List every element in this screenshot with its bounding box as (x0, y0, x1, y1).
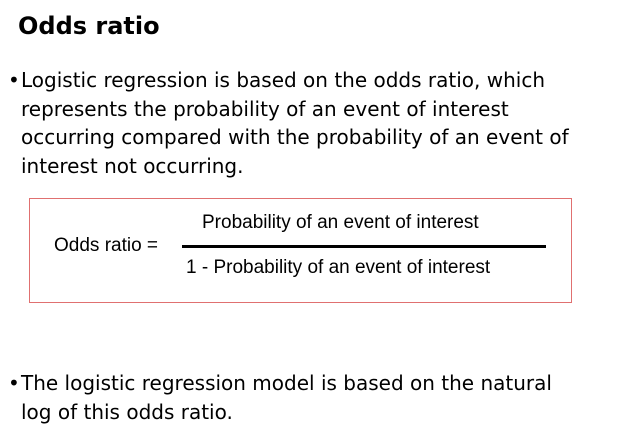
formula-box: Odds ratio = Probability of an event of … (29, 198, 572, 303)
bullet-line: The logistic regression model is based o… (21, 371, 552, 395)
formula-numerator: Probability of an event of interest (202, 212, 479, 233)
formula-lhs: Odds ratio = (54, 235, 159, 256)
bullet-point: • The logistic regression model is based… (8, 369, 618, 429)
formula-denominator: 1 - Probability of an event of interest (186, 257, 491, 278)
bullet-marker: • (8, 68, 20, 92)
bullet-line: represents the probability of an event o… (21, 96, 509, 121)
fraction-bar (182, 245, 546, 248)
bullet-line: interest not occurring. (21, 153, 244, 178)
bullet-line: Logistic regression is based on the odds… (21, 68, 545, 92)
bullet-point: • Logistic regression is based on the od… (8, 66, 618, 186)
bullet-text: The logistic regression model is based o… (21, 369, 552, 426)
bullet-text: Logistic regression is based on the odds… (21, 66, 569, 180)
bullet-line: occurring compared with the probability … (21, 125, 569, 149)
bullet-marker: • (8, 371, 20, 395)
bullet-line: log of this odds ratio. (21, 399, 233, 424)
slide-title: Odds ratio (18, 12, 160, 40)
